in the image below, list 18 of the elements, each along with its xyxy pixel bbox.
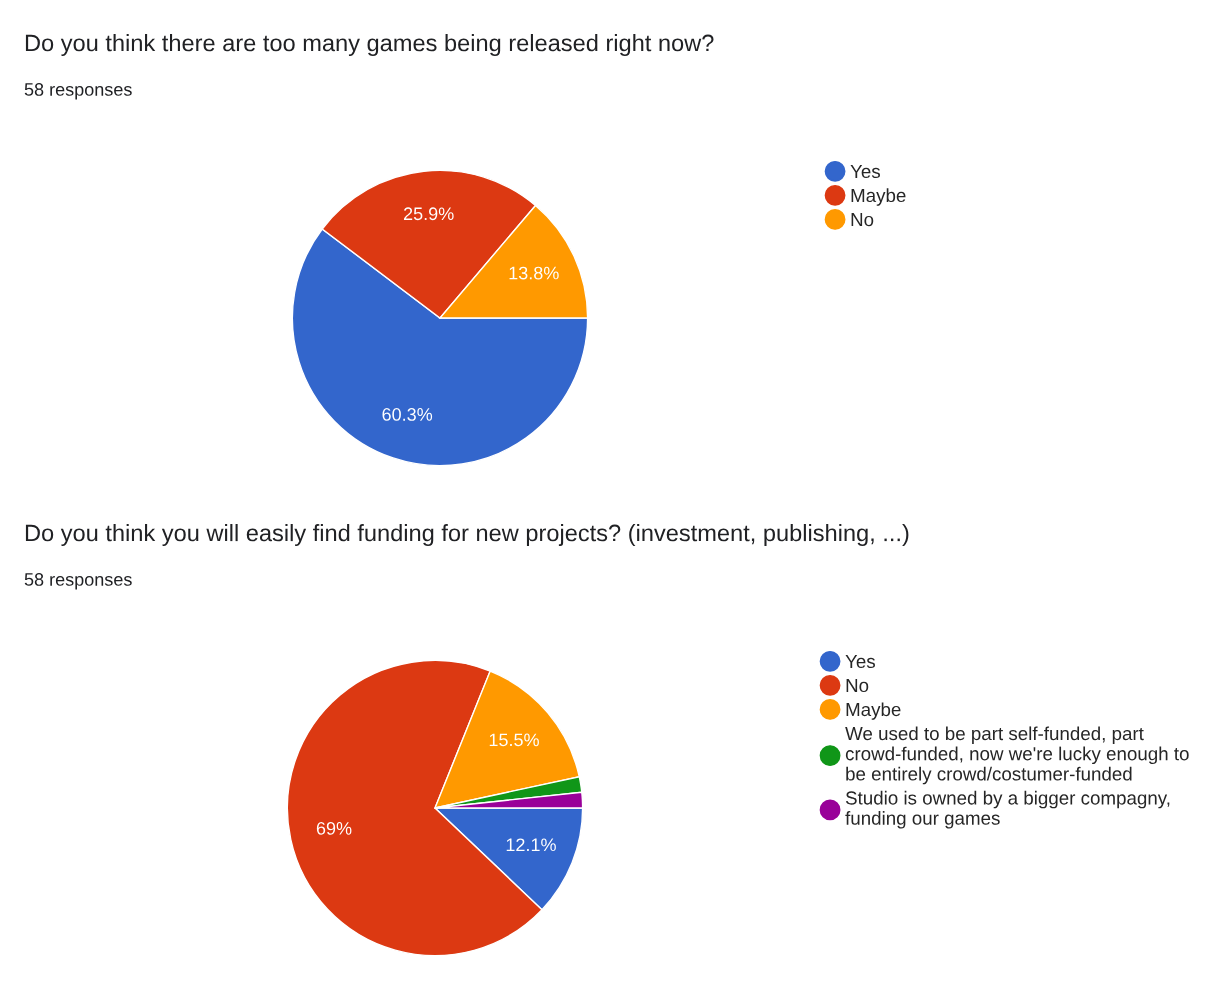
chart-title: Do you think you will easily find funding for new projects? (investment, publishing, ...) (25, 523, 909, 547)
data-label: 15.5% (489, 733, 539, 747)
legend-label: Yes (850, 164, 880, 179)
legend-label: No (846, 679, 869, 693)
legend-label: We used to be part self-funded, part crowd-funded, now we're lucky enough to be entirely crowd/costumer-funded (845, 726, 1189, 785)
data-label: 12.1% (506, 838, 556, 852)
data-label: 13.8% (509, 266, 559, 280)
legend-label: Maybe (851, 188, 906, 206)
data-label: 25.9% (403, 207, 454, 221)
legend-label: Maybe (846, 702, 901, 720)
chart-title: Do you think there are too many games being released right now? (25, 34, 714, 56)
text: 58 responses (24, 573, 132, 590)
data-label: 60.3% (382, 408, 433, 421)
legend-label: No (851, 213, 874, 227)
text: 58 responses (24, 83, 132, 100)
legend-label: Studio is owned by a bigger compagny, funding our games (845, 790, 1170, 829)
data-label: 69% (316, 821, 352, 835)
legend-label: Yes (845, 654, 875, 669)
